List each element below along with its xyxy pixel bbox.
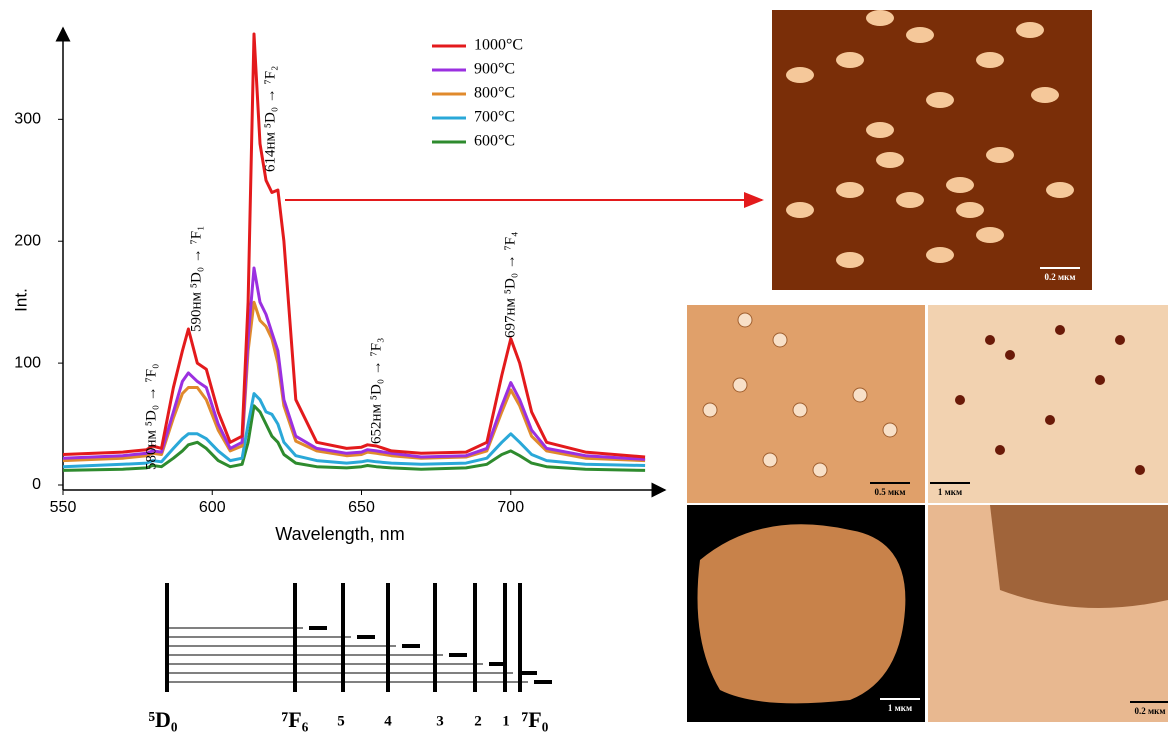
legend-label: 1000°C: [474, 37, 523, 54]
afm-particle: [985, 335, 995, 345]
x-tick-label: 600: [199, 499, 226, 516]
y-axis-label: Int.: [11, 288, 30, 312]
scale-bar-label: 0.2 мкм: [1045, 272, 1076, 282]
afm-particle: [1016, 22, 1044, 38]
level-label: 1: [502, 713, 510, 729]
afm-particle: [793, 403, 807, 417]
afm-particle: [738, 313, 752, 327]
afm-particle: [836, 252, 864, 268]
afm-particle: [1115, 335, 1125, 345]
afm-particle: [926, 92, 954, 108]
level-label: 3: [436, 713, 444, 729]
afm-particle: [733, 378, 747, 392]
afm-particle: [883, 423, 897, 437]
transition-peak: [357, 635, 375, 639]
afm-particle: [976, 227, 1004, 243]
afm-particle: [926, 247, 954, 263]
afm-particle: [698, 524, 906, 703]
afm-particle: [896, 192, 924, 208]
scale-bar-label: 0.2 мкм: [1135, 706, 1166, 716]
afm-image: [772, 10, 1092, 290]
afm-particle: [703, 403, 717, 417]
afm-particle: [1005, 350, 1015, 360]
afm-particle: [866, 122, 894, 138]
afm-particle: [955, 395, 965, 405]
legend-label: 800°C: [474, 85, 515, 102]
annotation: 590нм ⁵D₀ → ⁷F₁: [188, 226, 204, 332]
level-label: 2: [474, 713, 482, 729]
afm-particle: [836, 52, 864, 68]
transition-peak: [534, 680, 552, 684]
afm-particle: [1135, 465, 1145, 475]
afm-particle: [813, 463, 827, 477]
scale-bar-label: 0.5 мкм: [875, 487, 906, 497]
transition-peak: [309, 626, 327, 630]
legend-label: 900°C: [474, 61, 515, 78]
transition-peak: [402, 644, 420, 648]
scale-bar-label: 1 мкм: [938, 487, 962, 497]
afm-particle: [876, 152, 904, 168]
level-label: ⁵D₀: [148, 707, 177, 732]
afm-particle: [1031, 87, 1059, 103]
afm-particle: [995, 445, 1005, 455]
level-label: ⁷F₀: [522, 707, 549, 732]
afm-particle: [853, 388, 867, 402]
y-tick-label: 300: [14, 111, 41, 128]
transition-peak: [519, 671, 537, 675]
afm-particle: [763, 453, 777, 467]
transition-peak: [449, 653, 467, 657]
afm-particle: [986, 147, 1014, 163]
annotation: 652нм ⁵D₀ → ⁷F₃: [368, 338, 384, 444]
x-tick-label: 550: [50, 499, 77, 516]
afm-particle: [786, 67, 814, 83]
y-tick-label: 100: [14, 354, 41, 371]
afm-particle: [1095, 375, 1105, 385]
figure: Int. Wavelength, nm 0.2 мкм 0.5 мкм 1 мкм 1…: [0, 0, 1168, 740]
annotation: 580нм ⁵D₀ → ⁷F₀: [143, 364, 159, 470]
afm-particle: [976, 52, 1004, 68]
afm-particle: [946, 177, 974, 193]
level-label: 4: [384, 713, 392, 729]
afm-image: [928, 305, 1168, 503]
annotation: 614нм ⁵D₀ → ⁷F₂: [262, 66, 278, 172]
x-axis-label: Wavelength, nm: [275, 524, 404, 544]
afm-particle: [786, 202, 814, 218]
afm-particle: [1046, 182, 1074, 198]
energy-diagram: ⁵D₀ ⁷F₆ 5 4 3 2 1 ⁷F₀: [148, 583, 552, 732]
afm-particle: [866, 10, 894, 26]
y-tick-label: 0: [32, 476, 41, 493]
transition-peak: [489, 662, 507, 666]
afm-particle: [836, 182, 864, 198]
afm-particle: [1055, 325, 1065, 335]
annotation: 697нм ⁵D₀ → ⁷F₄: [502, 232, 518, 338]
scale-bar-label: 1 мкм: [888, 703, 912, 713]
afm-particle: [906, 27, 934, 43]
legend-label: 600°C: [474, 133, 515, 150]
level-label: ⁷F₆: [282, 707, 309, 732]
afm-texture: [990, 505, 1168, 608]
afm-image: [687, 305, 925, 503]
legend-label: 700°C: [474, 109, 515, 126]
x-tick-label: 700: [497, 499, 524, 516]
level-label: 5: [337, 713, 345, 729]
afm-particle: [956, 202, 984, 218]
y-tick-label: 200: [14, 232, 41, 249]
x-tick-label: 650: [348, 499, 375, 516]
afm-particle: [1045, 415, 1055, 425]
afm-particle: [773, 333, 787, 347]
afm-images: 0.2 мкм 0.5 мкм 1 мкм 1 мкм 0.2 мкм: [687, 10, 1168, 722]
